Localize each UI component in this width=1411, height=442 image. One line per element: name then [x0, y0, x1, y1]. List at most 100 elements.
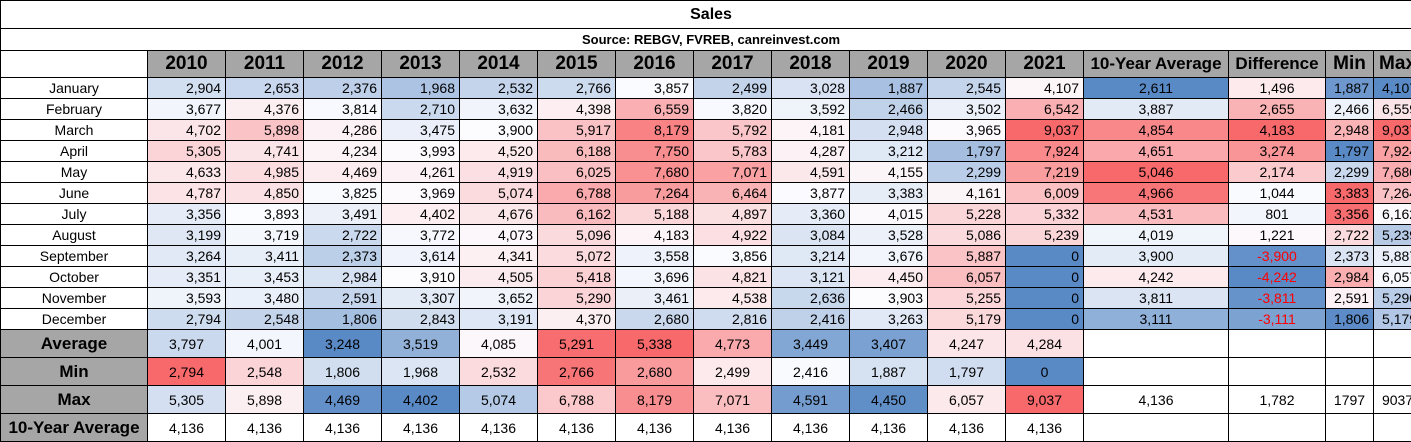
month-label: April	[1, 141, 148, 162]
sales-cell: 7,750	[616, 141, 694, 162]
month-label: January	[1, 78, 148, 99]
sales-cell: 4,702	[148, 120, 226, 141]
sales-cell: 3,214	[772, 246, 850, 267]
summary-cell: 4,284	[1006, 330, 1084, 358]
difference-cell: 3,274	[1229, 141, 1326, 162]
header-year-2021: 2021	[1006, 51, 1084, 78]
month-label: March	[1, 120, 148, 141]
sales-cell: 3,411	[226, 246, 304, 267]
sales-cell: 4,520	[460, 141, 538, 162]
difference-cell: 1,221	[1229, 225, 1326, 246]
sales-cell: 3,696	[616, 267, 694, 288]
sales-cell: 4,676	[460, 204, 538, 225]
summary-cell: 1,797	[928, 358, 1006, 386]
sales-cell: 4,073	[460, 225, 538, 246]
sales-cell: 4,155	[850, 162, 928, 183]
summary-extra-cell	[1229, 358, 1326, 386]
summary-cell: 4,136	[226, 414, 304, 442]
sales-cell: 5,179	[928, 309, 1006, 330]
sales-cell: 4,341	[460, 246, 538, 267]
sales-cell: 4,538	[694, 288, 772, 309]
sales-cell: 6,162	[538, 204, 616, 225]
sales-cell: 5,290	[538, 288, 616, 309]
sales-cell: 3,614	[382, 246, 460, 267]
sales-cell: 4,505	[460, 267, 538, 288]
sales-cell: 5,898	[226, 120, 304, 141]
sales-cell: 5,332	[1006, 204, 1084, 225]
summary-cell: 6,057	[928, 386, 1006, 414]
sales-cell: 2,680	[616, 309, 694, 330]
sales-cell: 4,183	[616, 225, 694, 246]
summary-cell: 2,794	[148, 358, 226, 386]
sales-cell: 2,722	[304, 225, 382, 246]
sales-cell: 5,074	[460, 183, 538, 204]
sales-cell: 2,299	[928, 162, 1006, 183]
sales-cell: 4,261	[382, 162, 460, 183]
summary-cell: 2,416	[772, 358, 850, 386]
sales-cell: 4,402	[382, 204, 460, 225]
sales-cell: 3,877	[772, 183, 850, 204]
ten-year-average-cell: 4,531	[1084, 204, 1229, 225]
ten-year-average-cell: 3,111	[1084, 309, 1229, 330]
sales-cell: 3,480	[226, 288, 304, 309]
summary-cell: 2,766	[538, 358, 616, 386]
sales-cell: 2,373	[304, 246, 382, 267]
sales-cell: 3,857	[616, 78, 694, 99]
summary-cell: 4,136	[460, 414, 538, 442]
sales-cell: 4,234	[304, 141, 382, 162]
header-year-2012: 2012	[304, 51, 382, 78]
sales-cell: 7,219	[1006, 162, 1084, 183]
summary-cell: 3,248	[304, 330, 382, 358]
sales-cell: 0	[1006, 246, 1084, 267]
sales-cell: 5,086	[928, 225, 1006, 246]
sales-cell: 4,919	[460, 162, 538, 183]
sales-cell: 6,025	[538, 162, 616, 183]
sales-cell: 3,652	[460, 288, 538, 309]
sales-cell: 3,910	[382, 267, 460, 288]
ten-year-average-cell: 3,887	[1084, 99, 1229, 120]
sales-cell: 9,037	[1006, 120, 1084, 141]
sales-cell: 2,816	[694, 309, 772, 330]
sales-cell: 4,015	[850, 204, 928, 225]
min-cell: 2,299	[1326, 162, 1374, 183]
difference-cell: -3,111	[1229, 309, 1326, 330]
summary-cell: 4,085	[460, 330, 538, 358]
max-cell: 5,290	[1374, 288, 1411, 309]
summary-cell: 4,001	[226, 330, 304, 358]
sales-cell: 3,502	[928, 99, 1006, 120]
sales-cell: 2,766	[538, 78, 616, 99]
sales-cell: 4,161	[928, 183, 1006, 204]
difference-cell: 1,496	[1229, 78, 1326, 99]
sales-cell: 6,788	[538, 183, 616, 204]
sales-cell: 3,814	[304, 99, 382, 120]
min-cell: 3,356	[1326, 204, 1374, 225]
sales-cell: 1,968	[382, 78, 460, 99]
sales-cell: 4,821	[694, 267, 772, 288]
month-label: December	[1, 309, 148, 330]
max-cell: 6,559	[1374, 99, 1411, 120]
header-difference: Difference	[1229, 51, 1326, 78]
summary-extra-cell	[1374, 358, 1411, 386]
summary-cell: 4,136	[772, 414, 850, 442]
ten-year-average-cell: 3,900	[1084, 246, 1229, 267]
header-year-2010: 2010	[148, 51, 226, 78]
sales-cell: 5,255	[928, 288, 1006, 309]
ten-year-average-cell: 5,046	[1084, 162, 1229, 183]
sales-cell: 6,188	[538, 141, 616, 162]
sales-cell: 4,376	[226, 99, 304, 120]
sales-cell: 5,305	[148, 141, 226, 162]
summary-cell: 4,136	[382, 414, 460, 442]
ten-year-average-cell: 3,811	[1084, 288, 1229, 309]
sales-cell: 3,453	[226, 267, 304, 288]
sales-cell: 6,464	[694, 183, 772, 204]
sheet-title: Sales	[1, 1, 1411, 29]
summary-cell: 6,788	[538, 386, 616, 414]
summary-cell: 2,499	[694, 358, 772, 386]
summary-cell: 4,136	[694, 414, 772, 442]
